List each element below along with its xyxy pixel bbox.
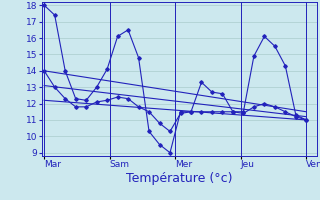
X-axis label: Température (°c): Température (°c) — [126, 172, 232, 185]
